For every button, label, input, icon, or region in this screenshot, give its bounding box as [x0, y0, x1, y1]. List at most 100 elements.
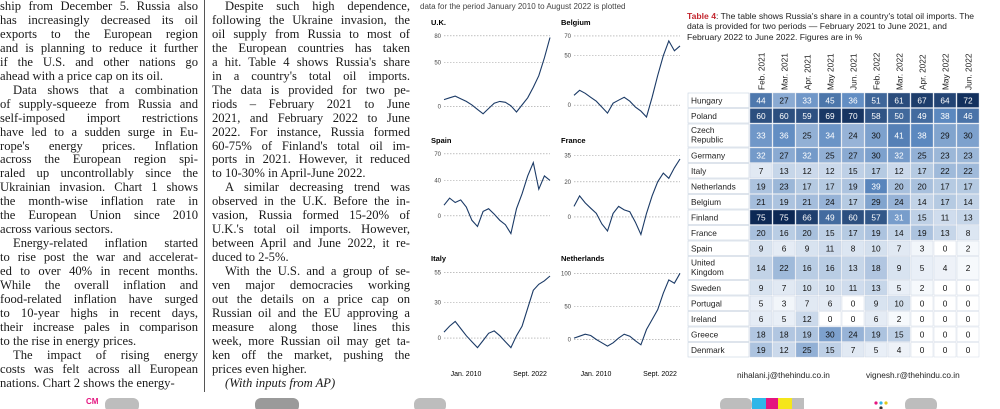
heat-cell: [864, 178, 888, 194]
heat-cell: [864, 209, 888, 225]
cell-value: 21: [802, 197, 812, 207]
heat-cell: [933, 280, 957, 296]
heat-cell: [818, 178, 842, 194]
cell-value: 15: [825, 345, 835, 355]
heat-cell: [956, 326, 980, 342]
heat-cell: [887, 280, 911, 296]
print-dot: [879, 406, 883, 409]
heat-cell: [933, 92, 957, 108]
row-name-cell: [687, 342, 750, 358]
heat-cell: [841, 326, 865, 342]
cell-value: 0: [966, 283, 971, 293]
cell-value: 3: [920, 243, 925, 253]
cell-value: 17: [848, 197, 858, 207]
text-line: exports to the European region: [0, 27, 198, 41]
caption-text: : The table shows Russia's share in a co…: [687, 11, 975, 42]
cell-value: 9: [759, 283, 764, 293]
heat-cell: [933, 256, 957, 280]
chart-title: France: [561, 136, 586, 145]
cell-value: 18: [871, 263, 881, 273]
heat-cell: [864, 147, 888, 163]
heat-cell: [887, 108, 911, 124]
text-column: ship from December 5. Russia also has inc…: [0, 0, 198, 391]
text-line: oil supply from Russia to most of: [212, 27, 410, 41]
cell-value: 27: [779, 150, 789, 160]
cell-value: 24: [894, 197, 904, 207]
cell-value: 75: [756, 212, 766, 222]
heat-cell: [772, 326, 796, 342]
cell-value: 20: [917, 181, 927, 191]
text-line: ship from December 5. Russia also: [0, 0, 198, 13]
cell-value: 32: [756, 150, 766, 160]
row-name-cell: [687, 194, 750, 210]
heat-cell: [910, 163, 934, 179]
column-header: Feb. 2022: [872, 52, 882, 90]
cell-value: 0: [851, 314, 856, 324]
text-line: ed to over 40% in recent months.: [0, 265, 198, 279]
heat-cell: [795, 295, 819, 311]
heat-cell: [795, 209, 819, 225]
heat-cell: [956, 280, 980, 296]
heat-cell: [933, 311, 957, 327]
y-tick-label: 55: [434, 270, 441, 276]
cell-value: 19: [871, 329, 881, 339]
cell-value: 30: [871, 150, 881, 160]
text-line: U.K.'s total oil imports. However,: [212, 223, 410, 237]
cell-value: 49: [825, 212, 835, 222]
heat-cell: [841, 240, 865, 256]
y-tick-label: 30: [434, 300, 441, 306]
caption-label: Table 4: [687, 11, 716, 21]
column-header: Mar. 2022: [895, 53, 905, 90]
column-header: Apr. 2021: [803, 54, 813, 90]
cell-value: 66: [802, 212, 812, 222]
y-tick-label: 35: [564, 154, 571, 160]
heat-cell: [772, 311, 796, 327]
cell-value: 0: [966, 298, 971, 308]
heat-cell: [910, 342, 934, 358]
heat-cell: [795, 280, 819, 296]
heat-cell: [749, 342, 773, 358]
cell-value: 0: [943, 298, 948, 308]
heat-cell: [933, 147, 957, 163]
cell-value: 60: [756, 111, 766, 121]
heat-cell: [910, 108, 934, 124]
heat-cell: [772, 147, 796, 163]
text-line: (With inputs from AP): [225, 376, 336, 390]
heat-cell: [910, 178, 934, 194]
cell-value: 20: [802, 228, 812, 238]
cell-value: 10: [871, 243, 881, 253]
cell-value: 19: [756, 181, 766, 191]
cell-value: 75: [779, 212, 789, 222]
cell-value: 6: [782, 243, 787, 253]
cell-value: 8: [966, 228, 971, 238]
heat-cell: [749, 147, 773, 163]
heat-cell: [864, 280, 888, 296]
text-line: measure along those lines this: [212, 320, 410, 334]
text-line: With the U.S. and a group of se-: [225, 265, 410, 279]
cell-value: 27: [779, 95, 789, 105]
heat-cell: [910, 194, 934, 210]
heat-cell: [887, 225, 911, 241]
heat-cell: [795, 342, 819, 358]
text-line: and is planning to reduce it further: [0, 41, 198, 55]
email: vignesh.r@thehindu.co.in: [866, 370, 960, 380]
cell-value: 13: [963, 212, 973, 222]
heat-cell: [864, 123, 888, 148]
cell-value: 7: [805, 298, 810, 308]
heat-cell: [910, 147, 934, 163]
heat-cell: [864, 163, 888, 179]
text-line: between April and June 2022, it re-: [212, 237, 410, 251]
text-line: Ukrainian invasion. Chart 1 shows: [0, 181, 198, 195]
heat-cell: [818, 147, 842, 163]
heat-cell: [956, 311, 980, 327]
text-line: to rise post the war and accelerat-: [0, 251, 198, 265]
text-line: self-imposed import restrictions: [0, 111, 198, 125]
cell-value: 23: [779, 181, 789, 191]
heat-cell: [795, 123, 819, 148]
text-line: 2022. For instance, Russia formed: [212, 125, 410, 139]
cell-value: 30: [871, 131, 881, 141]
heat-cell: [795, 326, 819, 342]
cell-value: 51: [871, 95, 881, 105]
x-tick-label: Sept. 2022: [513, 371, 547, 378]
